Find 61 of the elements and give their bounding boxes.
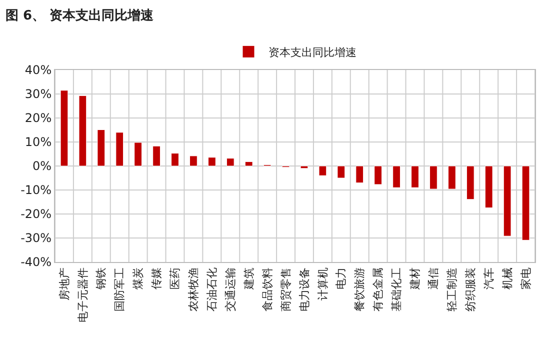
- y-tick-label: -20%: [20, 207, 52, 222]
- bar: [226, 158, 234, 166]
- bar: [522, 166, 530, 240]
- x-tick-label: 钢铁: [94, 267, 108, 290]
- bar: [374, 166, 382, 185]
- chart-title: 图 6、 资本支出同比增速: [6, 8, 155, 24]
- bar: [190, 156, 198, 166]
- y-tick-label: 20%: [24, 111, 52, 126]
- bar: [97, 130, 106, 166]
- x-tick-label: 电子元器件: [76, 267, 90, 322]
- bar: [78, 95, 87, 166]
- x-tick-label: 传媒: [150, 267, 164, 290]
- x-tick-label: 有色金属: [372, 267, 385, 312]
- x-tick-label: 建筑: [242, 267, 256, 290]
- y-tick-label: 0%: [32, 159, 52, 174]
- bar: [208, 157, 216, 166]
- x-tick-label: 电力: [334, 267, 348, 290]
- x-tick-label: 食品饮料: [260, 267, 274, 312]
- x-tick-label: 医药: [168, 267, 182, 290]
- x-tick-label: 汽车: [482, 267, 496, 290]
- x-tick-label: 餐饮旅游: [353, 267, 366, 312]
- bar: [116, 132, 124, 166]
- x-tick-label: 煤炭: [132, 267, 145, 290]
- bar: [484, 166, 493, 208]
- y-tick-label: -30%: [20, 231, 52, 246]
- x-tick-label: 家电: [519, 267, 532, 290]
- bar: [448, 166, 456, 190]
- bar: [318, 166, 327, 176]
- bar: [244, 161, 253, 166]
- bar: [430, 166, 438, 190]
- bar: [356, 166, 364, 184]
- x-tick-label: 机械: [500, 267, 514, 290]
- x-tick-label: 通信: [427, 267, 440, 290]
- x-tick-label: 农林牧渔: [187, 267, 200, 312]
- bar: [337, 166, 346, 178]
- bar: [152, 146, 160, 166]
- legend-label: 资本支出同比增速: [268, 46, 356, 59]
- bar: [60, 90, 68, 166]
- bar: [466, 166, 474, 200]
- bar: [171, 153, 179, 166]
- x-tick-label: 计算机: [316, 267, 330, 300]
- x-tick-label: 房地产: [58, 267, 71, 300]
- x-tick-label: 国防军工: [113, 267, 126, 312]
- x-tick-label: 基础化工: [390, 267, 404, 312]
- bar: [503, 166, 512, 236]
- x-tick-label: 纺织服装: [464, 267, 477, 312]
- x-tick-label: 商贸零售: [279, 267, 292, 312]
- x-tick-label: 轻工制造: [445, 267, 458, 312]
- bar: [411, 166, 419, 188]
- x-tick-label: 建材: [408, 267, 422, 290]
- bar: [300, 166, 308, 169]
- y-tick-label: 40%: [24, 63, 52, 78]
- x-tick-label: 电力设备: [298, 267, 311, 312]
- y-tick-label: 30%: [24, 87, 52, 102]
- y-tick-label: -10%: [20, 183, 52, 198]
- y-tick-label: 10%: [24, 135, 52, 150]
- bar: [134, 142, 142, 166]
- y-tick-label: -40%: [20, 255, 52, 270]
- x-tick-label: 交通运输: [224, 267, 237, 312]
- x-tick-label: 石油石化: [205, 267, 218, 312]
- bar: [392, 166, 400, 188]
